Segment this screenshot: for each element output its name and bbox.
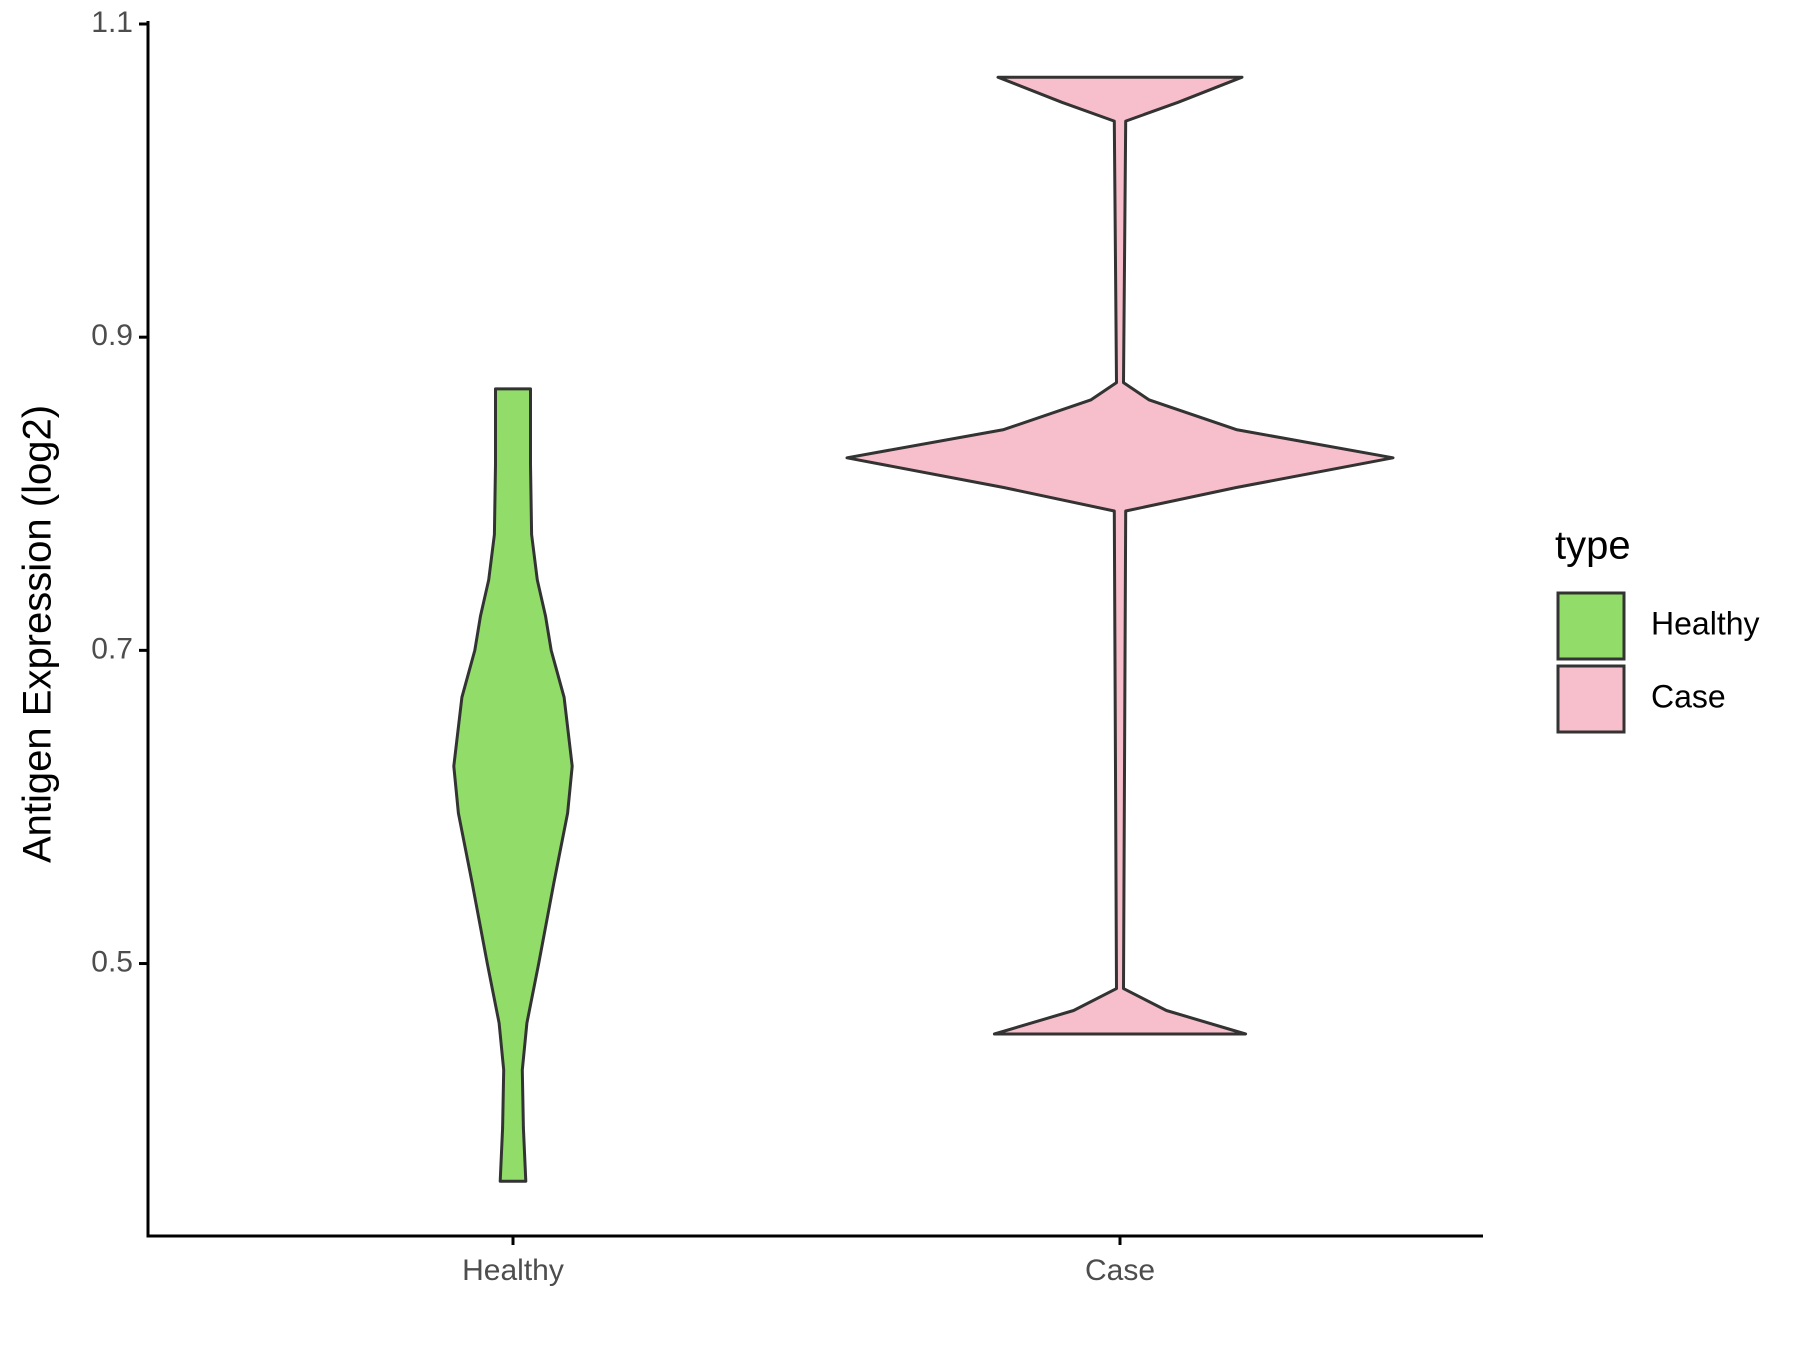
legend-label: Healthy [1651,605,1760,641]
legend-title: type [1555,524,1631,568]
y-tick-label: 0.5 [91,945,133,978]
x-tick-label: Healthy [462,1254,564,1287]
y-tick-label: 0.9 [91,319,133,352]
legend-label: Case [1651,678,1726,714]
x-tick-label: Case [1085,1254,1155,1287]
violin [452,387,574,1183]
legend-key [1556,591,1626,661]
y-tick-label: 0.7 [91,632,133,665]
y-tick-label: 1.1 [91,6,133,39]
y-axis-title: Antigen Expression (log2) [16,405,60,863]
violin [845,75,1395,1036]
legend-key [1556,664,1626,734]
